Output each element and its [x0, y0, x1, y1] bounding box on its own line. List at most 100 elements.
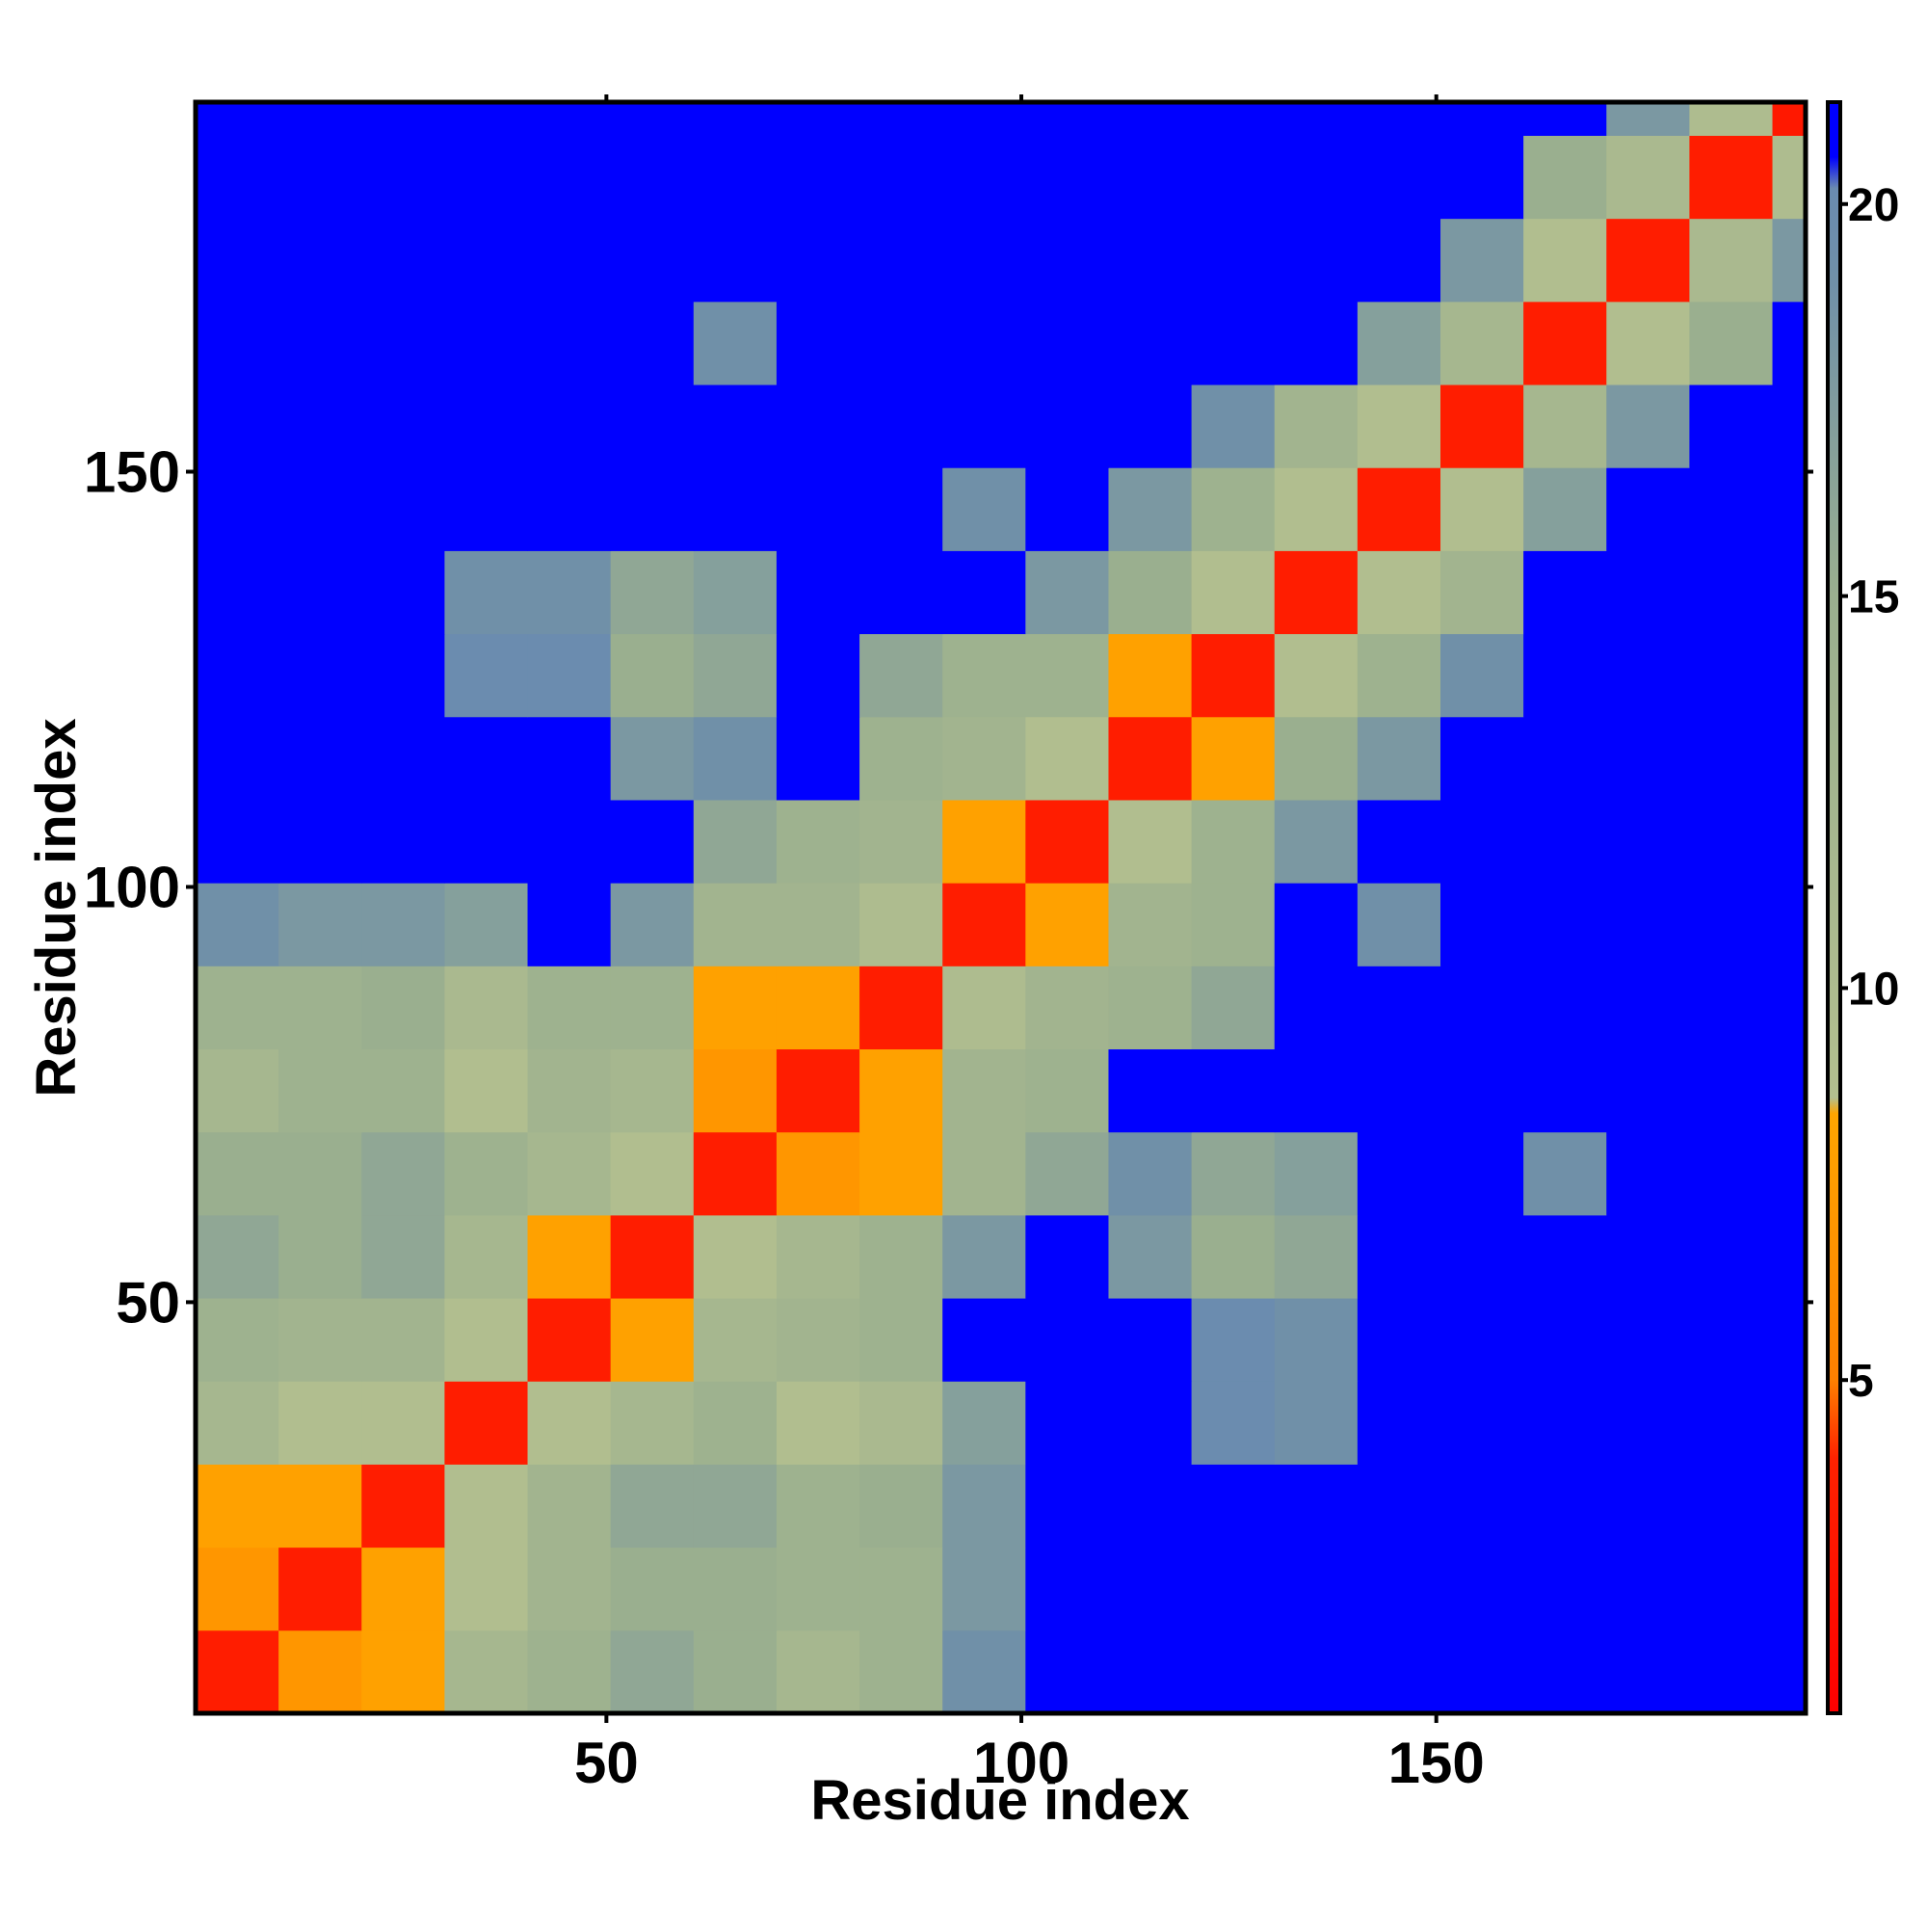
heatmap-cell: [361, 1547, 445, 1631]
heatmap-cell: [527, 301, 612, 385]
heatmap-cell: [1606, 384, 1690, 468]
heatmap-cell: [859, 716, 943, 801]
heatmap-cell: [693, 883, 778, 966]
heatmap-cell: [196, 883, 279, 966]
heatmap-cell: [196, 1298, 279, 1382]
heatmap-cell: [1191, 1464, 1276, 1548]
heatmap-cell: [1523, 467, 1607, 551]
heatmap-cell: [942, 467, 1026, 551]
heatmap-cell: [1689, 1381, 1774, 1465]
heatmap-cell: [527, 883, 612, 966]
heatmap-cell: [1772, 1214, 1807, 1299]
heatmap-cell: [693, 218, 778, 303]
heatmap-cell: [1440, 799, 1524, 884]
heatmap-cell: [693, 550, 778, 635]
heatmap-cell: [196, 799, 279, 884]
heatmap-cell: [1108, 799, 1193, 884]
heatmap-cell: [196, 102, 279, 136]
heatmap-cell: [444, 633, 529, 718]
heatmap-cell: [1108, 1629, 1193, 1714]
heatmap-cell: [278, 1131, 362, 1216]
heatmap-cell: [610, 1214, 695, 1299]
heatmap-cell: [1357, 102, 1441, 136]
heatmap-cell: [1108, 1298, 1193, 1382]
heatmap-cell: [196, 716, 279, 801]
heatmap-cell: [196, 467, 279, 551]
heatmap-cell: [776, 550, 860, 635]
heatmap-cell: [1191, 1629, 1276, 1714]
heatmap-cell: [1606, 716, 1690, 801]
heatmap-cell: [1191, 1131, 1276, 1216]
x-tick-label: 150: [1388, 1731, 1485, 1795]
heatmap-cell: [1772, 467, 1807, 551]
heatmap-cell: [278, 883, 362, 966]
heatmap-cell: [776, 633, 860, 718]
heatmap-cell: [1357, 883, 1441, 966]
heatmap-cell: [1772, 1629, 1807, 1714]
heatmap-cell: [1440, 1131, 1524, 1216]
heatmap-cell: [610, 301, 695, 385]
heatmap-cell: [1274, 1464, 1359, 1548]
heatmap-cell: [859, 1214, 943, 1299]
heatmap-cell: [776, 1381, 860, 1465]
heatmap-cell: [1689, 1214, 1774, 1299]
heatmap-cell: [196, 384, 279, 468]
heatmap-cell: [1357, 716, 1441, 801]
heatmap-cell: [1440, 1298, 1524, 1382]
heatmap-cell: [278, 1381, 362, 1465]
heatmap-cell: [1689, 218, 1774, 303]
heatmap-cell: [1606, 1629, 1690, 1714]
heatmap-cell: [1357, 799, 1441, 884]
heatmap-cell: [1606, 135, 1690, 220]
heatmap-cell: [942, 102, 1026, 136]
heatmap-cell: [1274, 883, 1359, 966]
heatmap-cell: [693, 301, 778, 385]
heatmap-cell: [859, 301, 943, 385]
heatmap-cell: [859, 1048, 943, 1133]
heatmap-cell: [1689, 550, 1774, 635]
heatmap-cell: [693, 966, 778, 1050]
heatmap-cell: [527, 102, 612, 136]
heatmap-cell: [1274, 1298, 1359, 1382]
heatmap-cell: [610, 1464, 695, 1548]
heatmap-cell: [610, 1298, 695, 1382]
heatmap-cell: [1689, 1048, 1774, 1133]
heatmap-cell: [1689, 102, 1774, 136]
heatmap-cell: [1772, 1381, 1807, 1465]
heatmap-cell: [1523, 966, 1607, 1050]
heatmap-cell: [859, 966, 943, 1050]
heatmap-cell: [1025, 102, 1109, 136]
heatmap-cell: [1689, 1629, 1774, 1714]
heatmap-cell: [278, 1464, 362, 1548]
heatmap-cell: [1689, 716, 1774, 801]
heatmap-cell: [942, 633, 1026, 718]
heatmap-cell: [196, 135, 279, 220]
heatmap-cell: [361, 550, 445, 635]
heatmap-cell: [1606, 1547, 1690, 1631]
heatmap-cell: [1025, 301, 1109, 385]
heatmap-cell: [859, 1381, 943, 1465]
heatmap-cell: [1108, 633, 1193, 718]
heatmap-cell: [196, 550, 279, 635]
heatmap-cell: [1274, 218, 1359, 303]
heatmap-cell: [278, 218, 362, 303]
heatmap-cell: [859, 550, 943, 635]
heatmap-cell: [1523, 1131, 1607, 1216]
heatmap-cell: [1357, 135, 1441, 220]
heatmap-cell: [361, 1131, 445, 1216]
heatmap-cell: [444, 1298, 529, 1382]
heatmap-cell: [1440, 1381, 1524, 1465]
heatmap-cell: [1274, 384, 1359, 468]
heatmap-cell: [444, 1381, 529, 1465]
heatmap-cell: [1689, 384, 1774, 468]
heatmap-cell: [859, 135, 943, 220]
heatmap-cell: [1108, 384, 1193, 468]
heatmap-cell: [361, 102, 445, 136]
heatmap-cell: [1274, 550, 1359, 635]
heatmap-cell: [693, 135, 778, 220]
heatmap-cell: [1025, 1131, 1109, 1216]
heatmap-cell: [1523, 1629, 1607, 1714]
heatmap-cell: [361, 633, 445, 718]
heatmap-cell: [1274, 1381, 1359, 1465]
heatmap-cell: [1108, 102, 1193, 136]
